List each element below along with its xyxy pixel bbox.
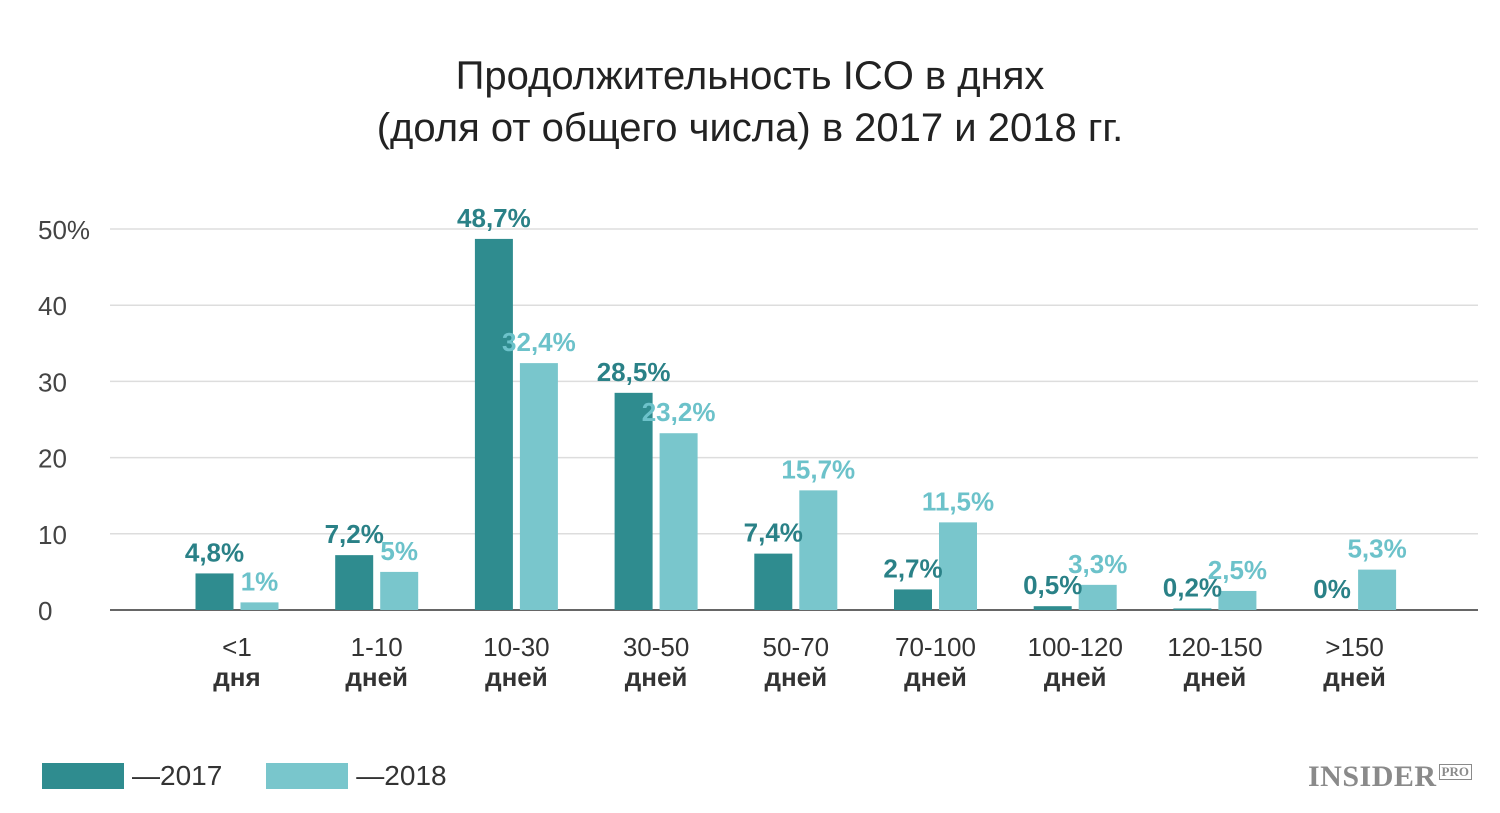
legend-label-2018: —2018 — [356, 760, 447, 791]
chart-title: Продолжительность ICO в днях (доля от об… — [0, 50, 1500, 154]
x-tick-sublabel: дней — [904, 662, 967, 692]
bar-2017 — [754, 553, 793, 610]
chart-title-line-2: (доля от общего числа) в 2017 и 2018 гг. — [376, 106, 1124, 150]
logo-text: INSIDER — [1308, 760, 1437, 793]
legend-item-2017: —2017 — [42, 760, 222, 792]
value-label-2017: 4,8% — [185, 537, 244, 567]
x-tick-sublabel: дней — [485, 662, 548, 692]
bar-2017 — [894, 589, 932, 610]
x-tick-label: 70-100 — [895, 632, 976, 662]
value-label-2017: 48,7% — [457, 203, 531, 233]
x-tick-label: 10-30 — [483, 632, 550, 662]
x-tick-sublabel: дня — [213, 662, 260, 692]
value-label-2017: 7,4% — [744, 518, 803, 548]
value-label-2017: 28,5% — [597, 357, 671, 387]
bar-2018 — [380, 571, 419, 610]
value-label-2018: 32,4% — [502, 327, 576, 357]
x-tick-label: <1 — [222, 632, 252, 662]
bar-2017 — [1033, 606, 1072, 610]
x-tick-sublabel: дней — [1044, 662, 1107, 692]
bar-2018 — [659, 433, 698, 610]
x-tick-label: 120-150 — [1167, 632, 1262, 662]
y-tick-label: 30 — [38, 367, 67, 397]
value-label-2018: 23,2% — [642, 397, 716, 427]
value-label-2018: 3,3% — [1068, 549, 1127, 579]
x-tick-sublabel: дней — [625, 662, 688, 692]
legend-item-2018: —2018 — [266, 760, 447, 792]
y-tick-label: 40 — [38, 291, 67, 321]
legend-label-2017: —2017 — [132, 760, 223, 791]
legend-swatch-2018 — [266, 763, 349, 789]
value-label-2017: 2,7% — [883, 553, 942, 583]
y-tick-label: 0 — [38, 596, 52, 626]
bar-2017 — [1173, 608, 1212, 610]
bar-2017 — [614, 392, 653, 610]
x-tick-sublabel: дней — [1323, 662, 1386, 692]
bar-2018 — [799, 490, 838, 610]
insider-pro-logo: INSIDER PRO — [1308, 760, 1472, 794]
x-tick-sublabel: дней — [1184, 662, 1247, 692]
bar-2017 — [335, 555, 374, 610]
bar-2018 — [519, 363, 558, 610]
legend: —2017 —2018 — [42, 760, 491, 792]
value-label-2018: 11,5% — [922, 486, 994, 516]
legend-swatch-2017 — [42, 763, 124, 789]
bars-layer — [195, 238, 1397, 610]
bar-2018 — [240, 602, 279, 610]
value-label-2018: 2,5% — [1208, 555, 1267, 585]
bar-2018 — [1358, 569, 1397, 610]
x-tick-sublabel: дней — [764, 662, 827, 692]
x-tick-label: 50-70 — [763, 632, 830, 662]
value-labels-layer: 4,8%1% 7,2%5% 48,7% 32,4% 28,5% 23,2% 7,4% 15,7… — [185, 203, 1407, 604]
bar-2018 — [939, 522, 977, 610]
x-tick-label: >150 — [1325, 632, 1384, 662]
x-tick-sublabel: дней — [345, 662, 408, 692]
bar-2018 — [1218, 590, 1257, 610]
value-label-2017: 7,2% — [325, 519, 384, 549]
bar-2017 — [195, 573, 234, 610]
chart-title-line-1: Продолжительность ICO в днях — [455, 54, 1045, 98]
value-label-2017: 0,2% — [1163, 572, 1222, 602]
bar-2017 — [474, 238, 513, 610]
x-tick-label: 100-120 — [1027, 632, 1122, 662]
grid-layer: 0 10 20 30 40 50% — [38, 215, 1478, 626]
value-label-2018: 5% — [380, 536, 418, 566]
value-label-2018: 15,7% — [781, 454, 855, 484]
value-label-2018: 5,3% — [1347, 534, 1406, 564]
logo-badge: PRO — [1438, 764, 1472, 780]
y-tick-label: 20 — [38, 444, 67, 474]
value-label-2017: 0% — [1313, 574, 1351, 604]
x-tick-label: 30-50 — [623, 632, 690, 662]
value-label-2017: 0,5% — [1023, 570, 1082, 600]
value-label-2018: 1% — [241, 566, 279, 596]
y-tick-label: 50% — [38, 215, 90, 245]
x-axis-ticks: <1дня1-10дней10-30дней30-50дней50-70дней… — [213, 632, 1386, 692]
x-tick-label: 1-10 — [351, 632, 403, 662]
bar-2018 — [1078, 584, 1117, 610]
y-tick-label: 10 — [38, 520, 67, 550]
